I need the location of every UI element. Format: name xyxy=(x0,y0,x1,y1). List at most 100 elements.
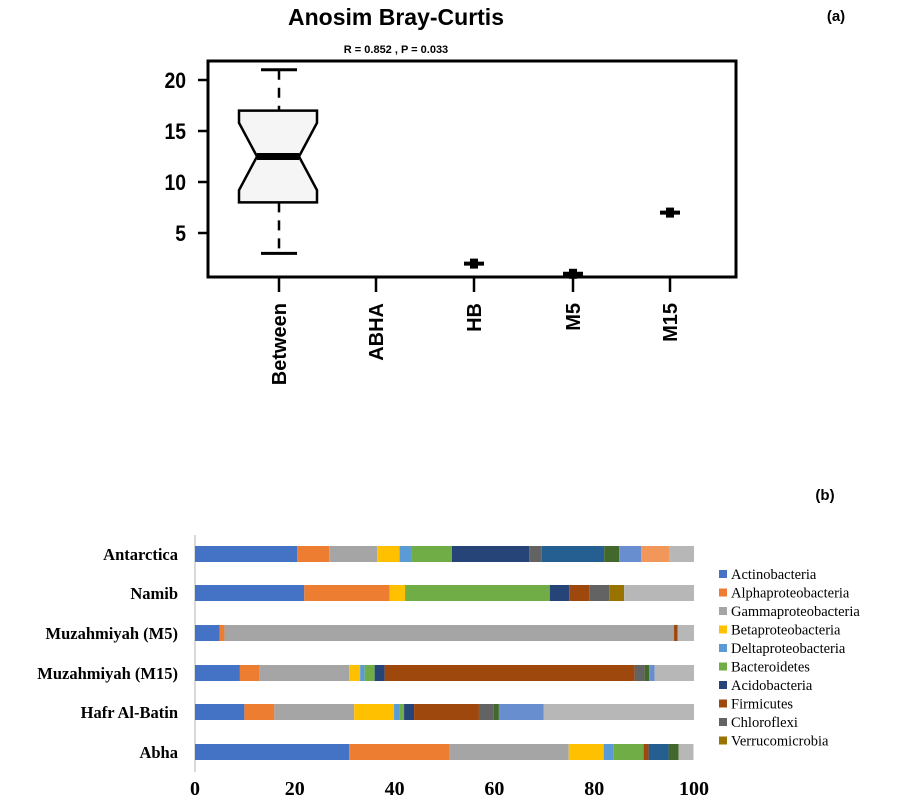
bar-category-label: Hafr Al-Batin xyxy=(81,703,178,722)
bar-segment-bact xyxy=(613,744,644,760)
bar-segment-beta xyxy=(354,704,395,720)
bar-segment-chloro xyxy=(478,704,494,720)
legend-swatch-chloro xyxy=(719,718,727,726)
bar-segment-bact xyxy=(399,704,405,720)
stacked-bar-panel: (b) Antarctica Namib Muzahmiyah (M5) Muzahm… xyxy=(37,487,860,800)
bar-segment-firm xyxy=(674,625,678,641)
bar-category-label: Muzahmiyah (M5) xyxy=(46,624,178,643)
bar-segment-actino xyxy=(195,625,220,641)
bar-segment-c11 xyxy=(648,744,669,760)
panel-label-a: (a) xyxy=(827,8,845,25)
x-tick-label: 80 xyxy=(584,778,604,800)
legend-swatch-actino xyxy=(719,570,727,578)
bar-segment-c12 xyxy=(604,546,620,562)
bar-segment-bact xyxy=(364,665,375,681)
bar-segment-c13 xyxy=(649,665,655,681)
bar-segment-gamma xyxy=(274,704,355,720)
x-tick-label: 20 xyxy=(285,778,305,800)
legend-label: Betaproteobacteria xyxy=(731,623,841,639)
legend-label: Bacteroidetes xyxy=(731,660,810,676)
x-tick-label: M15 xyxy=(660,303,682,342)
bar-segment-c13 xyxy=(619,546,642,562)
bar-segment-gamma xyxy=(329,546,378,562)
legend-swatch-beta xyxy=(719,625,727,634)
bar-segment-alpha xyxy=(244,704,275,720)
bar-segment-acido xyxy=(451,546,530,562)
bar-segment-firm xyxy=(643,744,649,760)
bar-category-label: Namib xyxy=(130,584,178,603)
point-marker xyxy=(569,268,577,279)
boxplot-subtitle: R = 0.852 , P = 0.033 xyxy=(344,44,448,56)
bar-segment-c15 xyxy=(543,704,694,720)
bar-segment-actino xyxy=(195,744,350,760)
bar-category-label: Muzahmiyah (M15) xyxy=(37,664,178,683)
x-tick-label: 0 xyxy=(190,778,200,800)
y-tick-label: 5 xyxy=(175,222,186,246)
bar-category-label: Abha xyxy=(139,743,178,762)
bar-segment-gamma xyxy=(259,665,350,681)
bar-segment-beta xyxy=(389,585,406,601)
bar-segment-c15 xyxy=(678,744,694,760)
bar-segment-gamma xyxy=(448,744,569,760)
bar-segment-c11 xyxy=(541,546,605,562)
bar-segment-verru xyxy=(609,585,625,601)
bar-segment-alpha xyxy=(239,665,260,681)
legend-swatch-bact xyxy=(719,662,727,671)
x-tick-label: 100 xyxy=(679,778,709,800)
bar-segment-c15 xyxy=(669,546,694,562)
x-tick-label: M5 xyxy=(563,303,585,331)
bar-segment-c14 xyxy=(641,546,670,562)
bar-segment-alpha xyxy=(304,585,390,601)
bar-segment-acido xyxy=(549,585,570,601)
bar-segment-chloro xyxy=(589,585,610,601)
bar-segment-beta xyxy=(568,744,604,760)
legend-label: Alphaproteobacteria xyxy=(731,586,850,602)
bar-segment-c12 xyxy=(644,665,650,681)
bar-segment-delta xyxy=(603,744,614,760)
x-tick-label: 60 xyxy=(484,778,504,800)
legend-label: Chloroflexi xyxy=(731,715,798,731)
bar-segment-c12 xyxy=(668,744,679,760)
legend-swatch-firm xyxy=(719,699,727,708)
y-tick-label: 10 xyxy=(164,171,186,195)
bar-category-label: Antarctica xyxy=(103,545,178,564)
bar-segment-beta xyxy=(377,546,400,562)
x-tick-label: 40 xyxy=(385,778,405,800)
bar-segment-alpha xyxy=(297,546,330,562)
bar-segment-c12 xyxy=(493,704,499,720)
legend-label: Actinobacteria xyxy=(731,567,817,583)
bar-segment-beta xyxy=(349,665,361,681)
y-tick-label: 15 xyxy=(164,120,186,144)
point-marker xyxy=(666,207,674,218)
bar-segment-bact xyxy=(405,585,550,601)
x-tick-label: HB xyxy=(464,303,486,332)
x-tick-label: ABHA xyxy=(366,303,388,361)
legend-swatch-gamma xyxy=(719,607,727,615)
bar-segment-actino xyxy=(195,585,305,601)
bar-segment-delta xyxy=(394,704,400,720)
bar-segment-chloro xyxy=(634,665,645,681)
legend-label: Acidobacteria xyxy=(731,678,813,694)
bar-segment-actino xyxy=(195,704,245,720)
bar-segment-delta xyxy=(399,546,412,562)
bar-segment-c15 xyxy=(677,625,694,641)
bar-segment-actino xyxy=(195,546,298,562)
legend-swatch-alpha xyxy=(719,588,727,597)
bar-segment-c13 xyxy=(498,704,544,720)
bar-segment-bact xyxy=(411,546,452,562)
bar-segment-acido xyxy=(374,665,385,681)
point-marker xyxy=(470,258,478,269)
bar-segment-alpha xyxy=(349,744,449,760)
x-tick-label: Between xyxy=(269,303,291,385)
legend-label: Gammaproteobacteria xyxy=(731,604,860,620)
bar-segment-c15 xyxy=(654,665,694,681)
bar-segment-gamma xyxy=(224,625,675,641)
bar-segment-c15 xyxy=(624,585,694,601)
bar-segment-firm xyxy=(414,704,479,720)
legend-label: Firmicutes xyxy=(731,697,793,713)
legend-swatch-acido xyxy=(719,681,727,689)
legend-label: Verrucomicrobia xyxy=(731,734,829,750)
boxplot-panel: Anosim Bray-Curtis (a) R = 0.852 , P = 0… xyxy=(164,4,845,385)
bar-segment-actino xyxy=(195,665,240,681)
